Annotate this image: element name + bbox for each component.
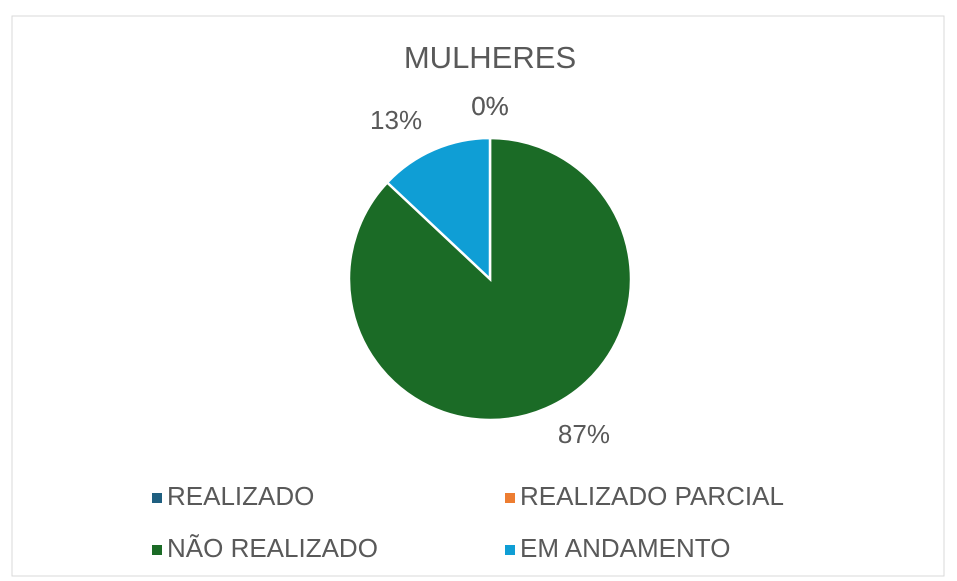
- data-label: 0%: [471, 91, 509, 121]
- legend-label: REALIZADO PARCIAL: [520, 481, 784, 511]
- chart-title: MULHERES: [404, 40, 576, 75]
- pie-slice: [385, 136, 492, 282]
- data-label: 13%: [370, 105, 422, 135]
- legend-label: REALIZADO: [167, 481, 314, 511]
- data-label: 87%: [558, 419, 610, 449]
- data-label: 0%: [471, 91, 509, 121]
- legend-swatch: [152, 493, 162, 503]
- legend-label: NÃO REALIZADO: [167, 533, 378, 563]
- legend-swatch: [505, 493, 515, 503]
- legend-label: EM ANDAMENTO: [520, 533, 730, 563]
- legend-swatch: [152, 545, 162, 555]
- legend-swatch: [505, 545, 515, 555]
